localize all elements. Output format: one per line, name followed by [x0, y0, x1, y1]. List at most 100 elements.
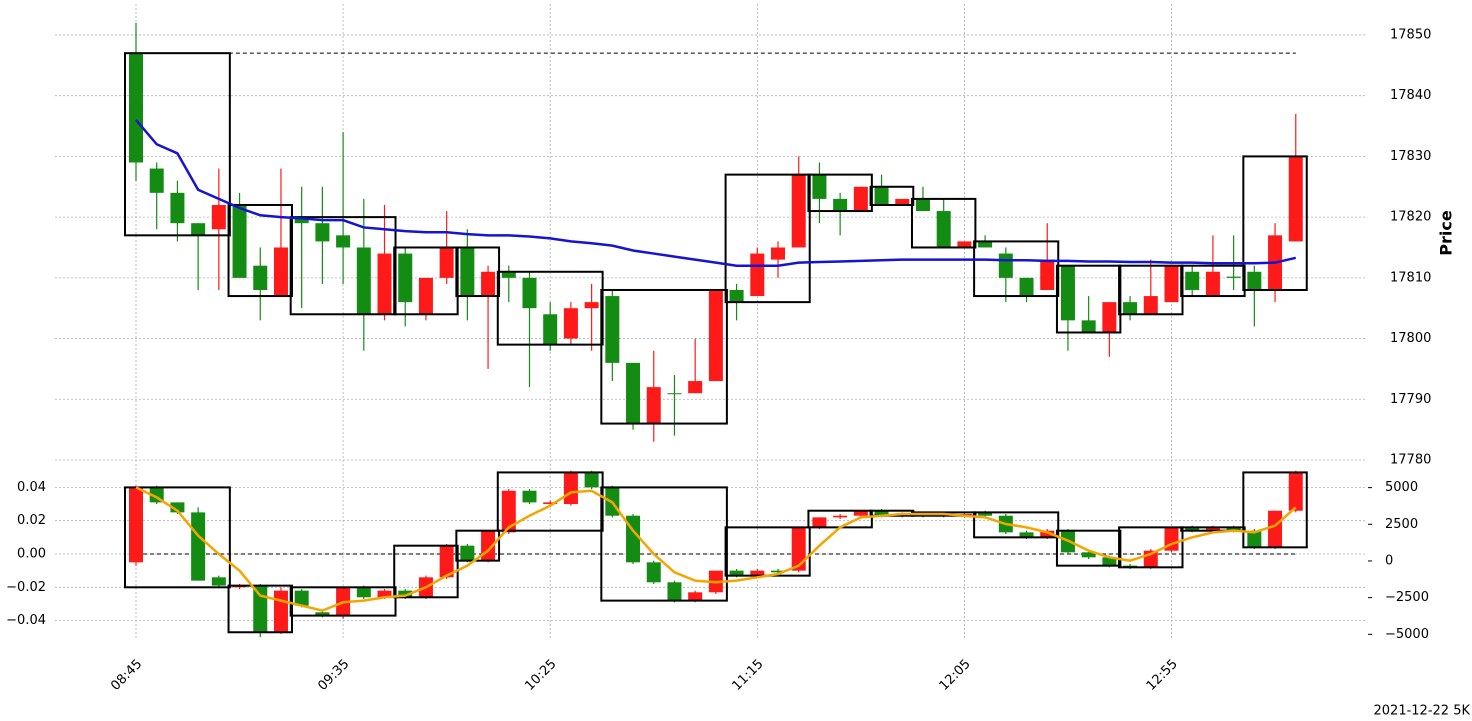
candle-body [1288, 472, 1303, 511]
y2-tick-label: −2500 [1385, 590, 1429, 605]
candle-body [191, 223, 206, 236]
candle-body [1268, 510, 1283, 548]
candle-body [646, 562, 661, 583]
candle-body [688, 381, 703, 394]
candle-body [501, 490, 516, 533]
candle-body [584, 472, 599, 488]
candle-body [356, 587, 371, 598]
candle-body [791, 527, 806, 571]
candle-body [605, 296, 620, 363]
range-box [496, 471, 604, 532]
candle-body [1019, 532, 1034, 538]
range-box [496, 270, 604, 346]
candle-body [481, 271, 496, 297]
range-box [289, 216, 397, 316]
x-tick-label: 12:55 [1144, 657, 1181, 694]
candle-body [1164, 265, 1179, 303]
candle-body [1288, 156, 1303, 242]
range-box [1242, 155, 1308, 291]
range-box [1118, 526, 1184, 569]
range-box [393, 246, 459, 316]
y2-tick-label: 0 [1385, 553, 1393, 568]
candle-body [750, 253, 765, 297]
candle-body [460, 247, 475, 297]
candle-body [874, 186, 889, 205]
range-box [124, 486, 231, 589]
candle-body [833, 515, 848, 518]
candle-body [998, 253, 1013, 278]
y-tick-label: 17840 [1390, 88, 1431, 103]
range-box [289, 586, 397, 617]
candle-body [1247, 530, 1262, 548]
x-tick-label: 10:25 [522, 657, 559, 694]
candle-body [791, 174, 806, 248]
candle-body [563, 308, 578, 339]
candle-body [191, 512, 206, 581]
range-box [1180, 526, 1246, 532]
y-tick-label: 0.04 [17, 480, 46, 495]
candle-body [253, 585, 268, 633]
candle-body [129, 487, 143, 563]
y-axis-label: Price [1437, 210, 1456, 256]
candle-body [1143, 296, 1158, 315]
y-tick-label: 17800 [1390, 331, 1431, 346]
line-series [135, 119, 1297, 267]
candle-body [750, 570, 765, 576]
candle-body [522, 277, 537, 309]
candle-body [1205, 527, 1220, 531]
candle-body [812, 517, 827, 528]
range-box [1118, 264, 1184, 316]
candle-body [915, 198, 930, 212]
candle-body [853, 186, 868, 212]
x-tick-label: 12:05 [937, 657, 974, 694]
range-box [600, 288, 728, 425]
candle-body [377, 590, 392, 598]
annotation: 2021-12-22 5K [1374, 704, 1471, 719]
y-tick-label: 17810 [1390, 270, 1431, 285]
x-tick-label: 11:15 [730, 657, 767, 694]
candle-body [356, 247, 371, 315]
y-tick-label: −0.02 [6, 580, 46, 595]
candle-body [1185, 271, 1200, 290]
candle-body [688, 592, 703, 601]
range-box [807, 173, 873, 213]
candle-body [211, 204, 226, 230]
candle-body [398, 253, 413, 303]
range-box [973, 240, 1060, 298]
x-tick-label: 08:45 [108, 657, 145, 694]
range-box [869, 185, 915, 206]
candle-body [418, 277, 433, 315]
candle-body [253, 265, 268, 290]
candle-body [563, 472, 578, 505]
y-tick-label: 0.02 [17, 513, 46, 528]
candle-body [377, 253, 392, 315]
candle-body [170, 502, 185, 513]
candle-body [315, 612, 330, 616]
range-box [455, 529, 501, 562]
range-box [1055, 264, 1122, 334]
candle-body [1247, 271, 1262, 290]
y-tick-label: 17780 [1390, 453, 1431, 468]
candle-body [957, 241, 972, 248]
range-box [1180, 264, 1246, 298]
candle-body [771, 570, 786, 573]
candle-body [1102, 302, 1117, 333]
y-tick-label: 17790 [1390, 392, 1431, 407]
range-box [600, 486, 728, 602]
candle-body [646, 387, 661, 424]
candle-body [853, 510, 868, 516]
candle-body [294, 217, 309, 224]
candle-body [232, 204, 247, 278]
candle-body [129, 53, 143, 163]
range-box [124, 52, 231, 237]
candle-body [543, 314, 558, 345]
candle-body [543, 502, 558, 505]
y-tick-label: −0.04 [6, 613, 46, 628]
candle-body [667, 582, 682, 601]
range-box [724, 173, 811, 304]
y2-tick-label: −5000 [1385, 627, 1429, 642]
candle-body [522, 490, 537, 503]
candle-body [273, 590, 288, 633]
range-box [973, 511, 1060, 539]
range-box [1242, 471, 1308, 549]
